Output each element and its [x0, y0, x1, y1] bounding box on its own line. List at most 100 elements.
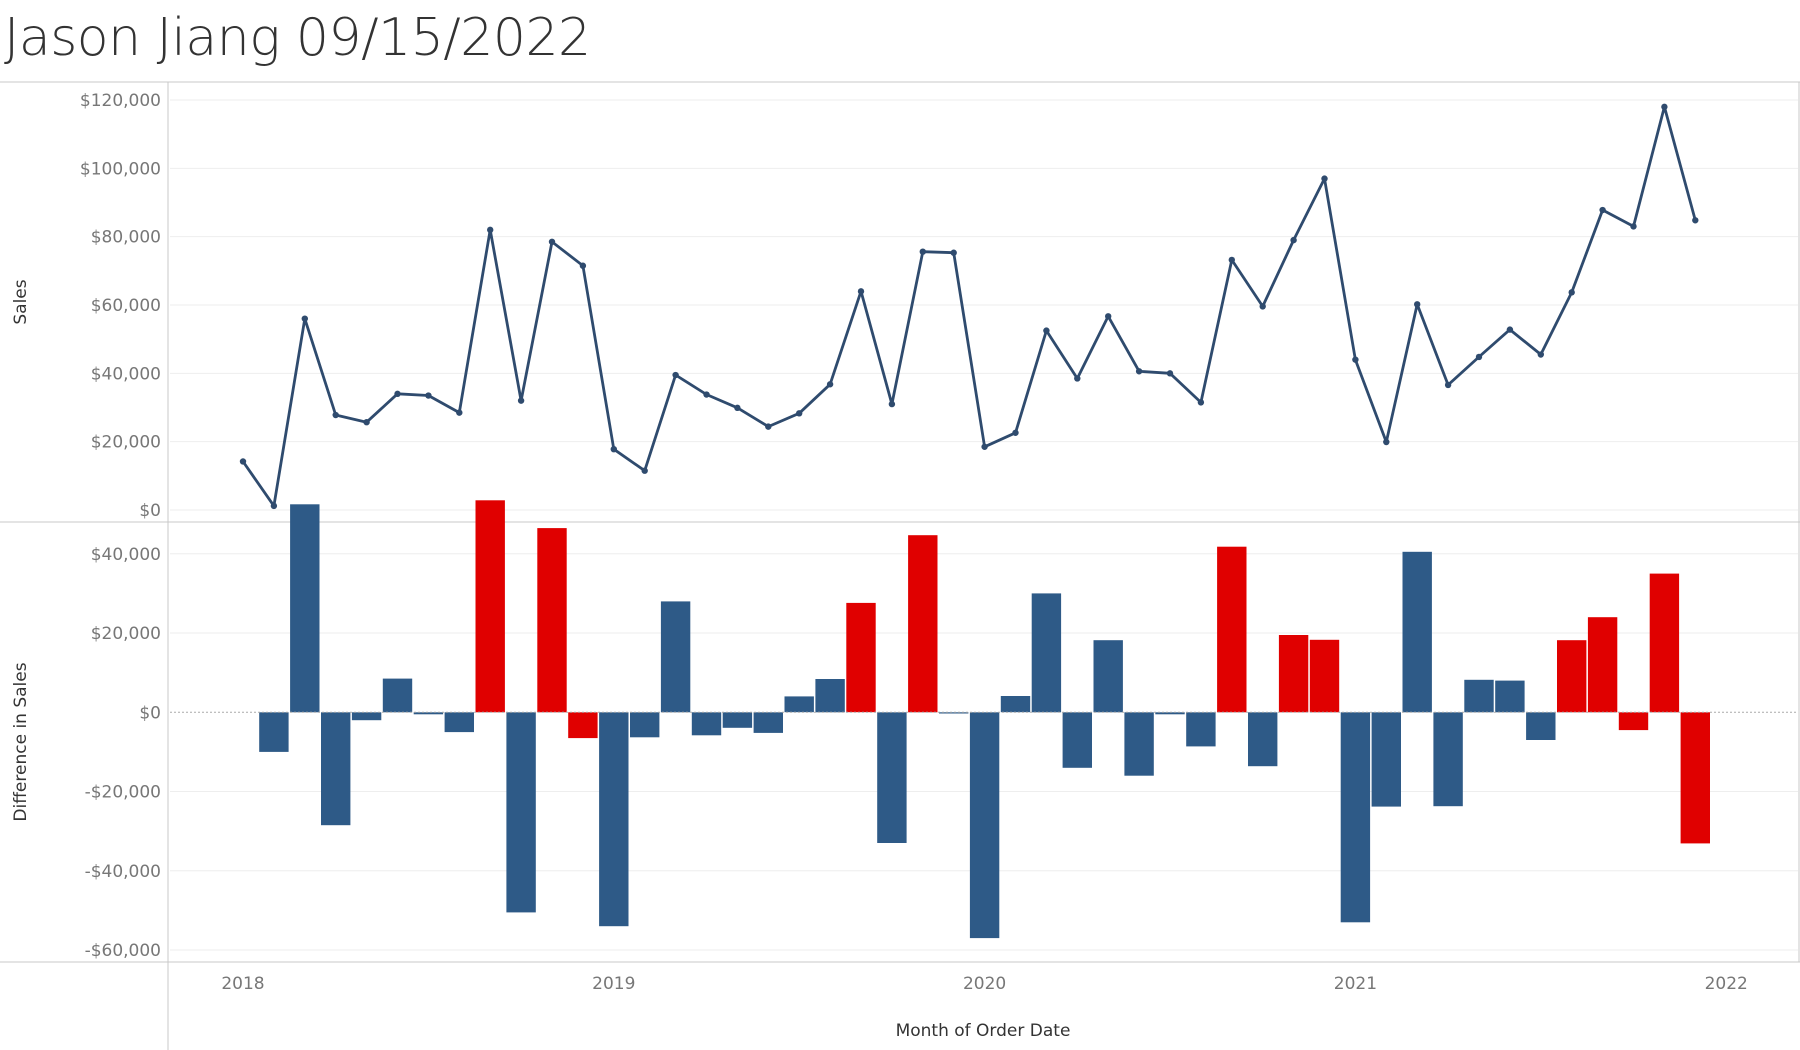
- sales-point: [239, 458, 247, 465]
- sales-point: [857, 288, 865, 295]
- sales-point: [1506, 326, 1514, 333]
- difference-bar: [1155, 712, 1185, 715]
- sales-point: [456, 409, 463, 416]
- sales-point: [270, 502, 278, 510]
- difference-bar: [1587, 617, 1618, 713]
- difference-bar: [321, 712, 351, 826]
- sales-y-tick-label: $120,000: [80, 91, 161, 111]
- sales-point: [796, 410, 803, 417]
- x-tick-label: 2020: [963, 974, 1006, 994]
- sales-point: [1012, 429, 1019, 436]
- sales-y-tick-label: $60,000: [91, 296, 161, 316]
- x-tick-label: 2018: [221, 974, 264, 994]
- difference-bar: [1402, 551, 1432, 713]
- difference-y-tick-label: $0: [139, 703, 161, 723]
- sales-point: [1228, 256, 1236, 264]
- difference-bar: [413, 712, 444, 715]
- sales-point: [672, 371, 679, 379]
- difference-y-tick-label: -$40,000: [85, 862, 161, 882]
- sales-point: [363, 418, 370, 426]
- sales-point: [641, 467, 648, 474]
- sales-point: [981, 443, 988, 450]
- sales-y-tick-label: $80,000: [91, 228, 161, 248]
- sales-y-axis: $0 $20,000 $40,000 $60,000 $80,000 $100,000 $1…: [80, 91, 161, 521]
- difference-bar: [846, 602, 876, 713]
- difference-bar: [1062, 712, 1092, 768]
- difference-y-axis-title: Difference in Sales: [11, 662, 31, 821]
- difference-y-tick-label: -$20,000: [85, 783, 161, 803]
- difference-bar: [1000, 696, 1031, 713]
- difference-bar: [1340, 712, 1371, 923]
- difference-bar: [939, 712, 969, 714]
- sales-point: [1630, 223, 1637, 230]
- difference-y-tick-label: $40,000: [91, 545, 161, 565]
- sales-point: [734, 404, 741, 412]
- sales-point: [950, 249, 957, 256]
- difference-bar: [1217, 546, 1247, 713]
- difference-bar: [290, 504, 320, 713]
- sales-point: [1414, 301, 1421, 308]
- sales-point: [1105, 313, 1112, 320]
- sales-point: [548, 238, 556, 245]
- x-axis-title: Month of Order Date: [896, 1021, 1071, 1041]
- sales-point: [1321, 175, 1328, 182]
- difference-bar: [1124, 712, 1154, 776]
- x-tick-label: 2019: [592, 974, 635, 994]
- difference-bar: [630, 712, 660, 738]
- sales-point: [1166, 370, 1174, 377]
- difference-bar: [1031, 593, 1062, 713]
- sales-point: [1599, 206, 1606, 214]
- x-tick-label: 2022: [1705, 974, 1748, 994]
- difference-bar: [351, 712, 382, 721]
- difference-bar: [877, 712, 907, 843]
- difference-bar: [444, 712, 474, 733]
- sales-point: [425, 392, 432, 399]
- sales-point: [394, 390, 401, 398]
- difference-bar: [1464, 679, 1494, 713]
- sales-point: [1074, 375, 1081, 382]
- sales-y-tick-label: $100,000: [80, 159, 161, 179]
- sales-point: [703, 391, 710, 398]
- sales-point: [888, 400, 896, 408]
- difference-bar: [259, 712, 289, 752]
- difference-bar: [1618, 712, 1649, 731]
- sales-point: [487, 226, 494, 234]
- sales-point: [1383, 438, 1390, 446]
- sales-point: [1290, 236, 1297, 244]
- difference-bar: [815, 679, 845, 713]
- difference-bar: [969, 712, 1000, 939]
- sales-y-tick-label: $20,000: [91, 433, 161, 453]
- difference-bar: [506, 712, 536, 913]
- sales-point: [579, 262, 587, 269]
- sales-point: [1259, 303, 1266, 310]
- difference-bar: [908, 535, 938, 713]
- difference-bar: [1371, 712, 1401, 807]
- sales-y-tick-label: $0: [139, 501, 161, 521]
- sales-points: [239, 103, 1699, 510]
- difference-y-tick-label: -$60,000: [85, 941, 161, 961]
- difference-bar: [1309, 639, 1340, 713]
- difference-bar: [1680, 712, 1710, 844]
- sales-point: [1475, 353, 1483, 361]
- dashboard-title: Jason Jiang 09/15/2022: [4, 8, 591, 68]
- x-axis-ticks: 2018 2019 2020 2021 2022: [221, 974, 1747, 994]
- difference-bar: [1093, 640, 1123, 713]
- sales-point: [1352, 356, 1359, 363]
- sales-series-line: [241, 105, 1697, 508]
- difference-bar: [1557, 640, 1587, 713]
- sales-point: [1661, 103, 1668, 111]
- x-axis: 2018 2019 2020 2021 2022 Month of Order Date: [221, 974, 1747, 1041]
- difference-bar: [599, 712, 629, 927]
- sales-point: [610, 445, 617, 453]
- difference-bar: [1248, 712, 1278, 767]
- sales-point: [765, 423, 772, 430]
- sales-point: [919, 248, 926, 255]
- sales-point: [301, 315, 308, 322]
- difference-bar: [1495, 680, 1525, 713]
- sales-gridlines: [170, 99, 1798, 511]
- sales-point: [332, 411, 339, 419]
- difference-bars: [259, 500, 1710, 939]
- difference-bar: [691, 712, 722, 736]
- difference-bar-chart: -$60,000 -$40,000 -$20,000 $0 $20,000 $40,000…: [11, 500, 1798, 961]
